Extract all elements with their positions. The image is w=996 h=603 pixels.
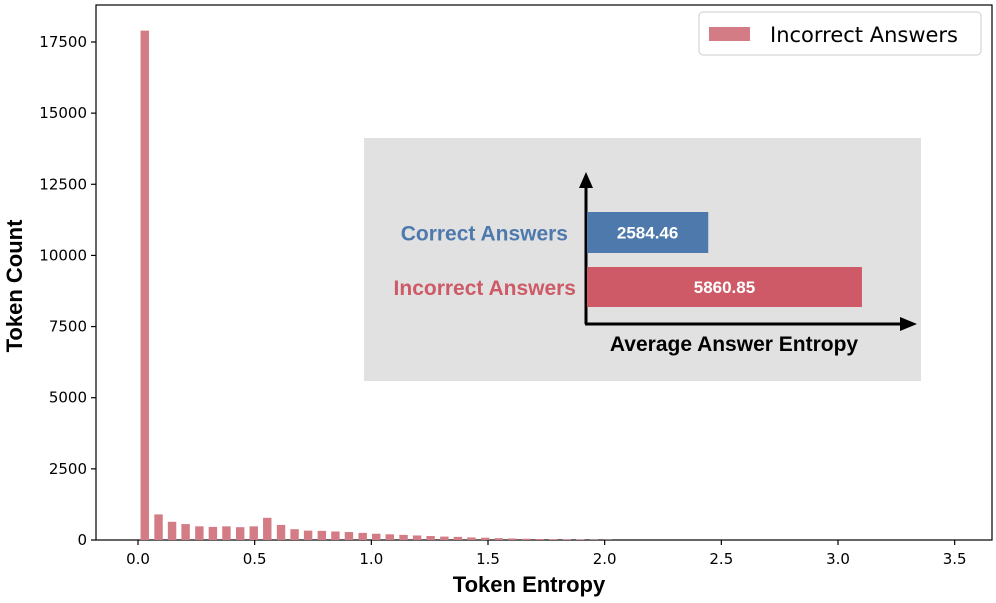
histogram-bar bbox=[344, 532, 354, 540]
histogram-bar bbox=[508, 538, 517, 540]
histogram-bar bbox=[535, 539, 544, 540]
x-tick-label: 0.5 bbox=[243, 550, 267, 568]
histogram-bar bbox=[235, 527, 245, 540]
legend-box bbox=[698, 11, 982, 56]
inset-bar-category-label: Correct Answers bbox=[401, 223, 568, 246]
histogram-bar bbox=[208, 526, 218, 540]
inset-x-arrow-icon bbox=[900, 317, 917, 331]
y-tick-label: 0 bbox=[77, 531, 87, 549]
histogram-bar bbox=[181, 524, 190, 540]
histogram-bar bbox=[385, 534, 394, 540]
y-tick-label: 10000 bbox=[39, 246, 87, 264]
histogram-bar bbox=[303, 530, 313, 540]
inset-bar bbox=[587, 267, 862, 307]
plot-frame bbox=[95, 4, 993, 541]
histogram-bar bbox=[331, 531, 340, 540]
inset-background bbox=[364, 138, 921, 381]
histogram-bar bbox=[317, 530, 327, 540]
x-tick-label: 1.5 bbox=[476, 550, 500, 568]
histogram-bar bbox=[154, 514, 163, 540]
y-axis-ticks: 0 2500 5000 7500 10000 12500 15000 17500 bbox=[39, 33, 96, 549]
histogram-bar bbox=[480, 537, 490, 540]
legend-entry-incorrect-answers: Incorrect Answers bbox=[770, 23, 958, 47]
histogram-bar bbox=[399, 534, 408, 540]
histogram-bar bbox=[167, 521, 177, 540]
inset-bar-value-label: 2584.46 bbox=[617, 224, 678, 243]
histogram-bar bbox=[412, 535, 422, 540]
x-tick-label: 2.5 bbox=[709, 550, 733, 568]
histogram-bar bbox=[453, 536, 463, 540]
histogram-bar bbox=[249, 526, 258, 540]
x-tick-label: 0.0 bbox=[126, 550, 150, 568]
x-tick-label: 3.5 bbox=[943, 550, 967, 568]
histogram-bar bbox=[195, 526, 204, 540]
y-tick-label: 2500 bbox=[49, 460, 87, 478]
inset-chart: 2584.46 Correct Answers 5860.85 Incorrect A… bbox=[364, 138, 921, 381]
x-axis-ticks: 0.0 0.5 1.0 1.5 2.0 2.5 3.0 3.5 bbox=[126, 540, 967, 568]
inset-x-axis-title: Average Answer Entropy bbox=[610, 333, 859, 356]
histogram-bar bbox=[548, 539, 558, 540]
x-tick-label: 2.0 bbox=[593, 550, 617, 568]
histogram-bar bbox=[440, 536, 449, 540]
y-tick-label: 12500 bbox=[39, 175, 87, 193]
x-tick-label: 1.0 bbox=[359, 550, 383, 568]
histogram-bar bbox=[222, 526, 231, 540]
legend-swatch bbox=[709, 27, 750, 41]
x-axis-title: Token Entropy bbox=[453, 572, 606, 597]
histogram-bars bbox=[140, 30, 612, 541]
histogram-bar bbox=[290, 529, 299, 540]
histogram-bar bbox=[467, 537, 476, 540]
histogram-bar bbox=[426, 536, 435, 540]
legend: Incorrect Answers bbox=[698, 11, 982, 56]
y-tick-label: 15000 bbox=[39, 104, 87, 122]
histogram-bar bbox=[521, 538, 531, 540]
inset-bar-category-label: Incorrect Answers bbox=[394, 277, 576, 300]
inset-y-arrow-icon bbox=[579, 172, 593, 188]
inset-bars: 2584.46 Correct Answers 5860.85 Incorrect A… bbox=[394, 212, 862, 307]
histogram-bar bbox=[562, 539, 572, 540]
histogram-bar bbox=[276, 524, 286, 540]
inset-bar-value-label: 5860.85 bbox=[694, 278, 755, 297]
histogram-bar bbox=[372, 533, 381, 540]
histogram-bar bbox=[576, 539, 585, 540]
y-tick-label: 17500 bbox=[39, 33, 87, 51]
y-axis-title: Token Count bbox=[2, 219, 27, 352]
y-tick-label: 5000 bbox=[49, 389, 87, 407]
histogram-bar bbox=[494, 538, 503, 540]
y-tick-label: 7500 bbox=[49, 318, 87, 336]
x-tick-label: 3.0 bbox=[826, 550, 850, 568]
histogram-bar bbox=[140, 30, 149, 541]
histogram-bar bbox=[358, 532, 367, 540]
inset-bar bbox=[587, 212, 709, 253]
histogram-bar bbox=[263, 517, 272, 540]
